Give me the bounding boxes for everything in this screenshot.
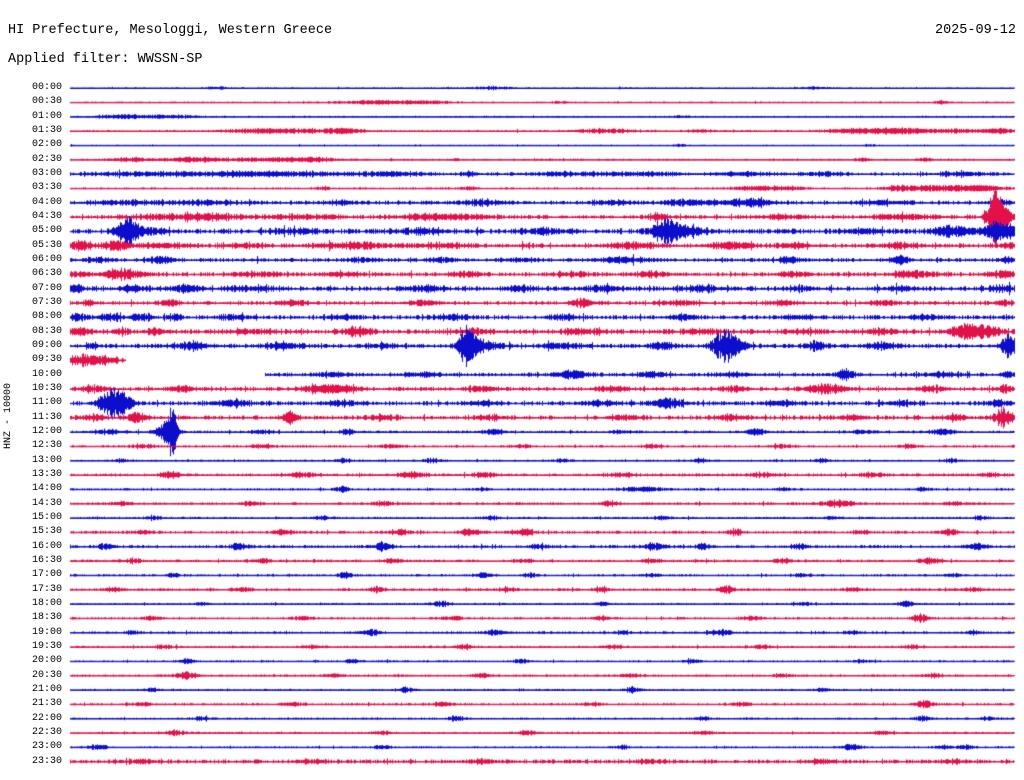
row-time-label: 14:30 — [31, 497, 62, 509]
row-time-label: 11:00 — [31, 397, 62, 409]
row-time-label: 00:00 — [31, 82, 62, 93]
row-time-label: 23:30 — [31, 755, 62, 767]
row-time-label: 16:00 — [31, 540, 62, 552]
row-time-label: 17:00 — [31, 569, 62, 581]
row-time-label: 18:30 — [31, 612, 62, 624]
row-time-label: 10:30 — [31, 382, 62, 394]
row-time-label: 22:00 — [31, 712, 62, 724]
row-time-label: 22:30 — [31, 726, 62, 738]
row-time-label: 15:00 — [31, 511, 62, 523]
row-time-label: 12:00 — [31, 425, 62, 437]
row-time-label: 20:30 — [31, 669, 62, 681]
row-time-label: 01:00 — [31, 110, 62, 122]
row-time-label: 20:00 — [31, 655, 62, 667]
row-time-label: 23:00 — [31, 741, 62, 753]
row-time-label: 16:30 — [31, 554, 62, 566]
row-time-label: 18:00 — [31, 597, 62, 609]
row-time-label: 03:30 — [31, 182, 62, 194]
row-time-label: 06:30 — [31, 268, 62, 280]
row-time-label: 21:30 — [31, 698, 62, 710]
row-time-label: 10:00 — [31, 368, 62, 380]
row-time-label: 03:00 — [31, 167, 62, 179]
row-time-label: 07:30 — [31, 296, 62, 308]
row-time-label: 05:00 — [31, 225, 62, 237]
row-time-label: 05:30 — [31, 239, 62, 251]
row-time-label: 08:00 — [31, 311, 62, 323]
row-time-label: 19:00 — [31, 626, 62, 638]
row-time-label: 02:00 — [31, 139, 62, 151]
row-time-label: 08:30 — [31, 325, 62, 337]
row-time-label: 06:00 — [31, 253, 62, 265]
row-time-label: 11:30 — [31, 411, 62, 423]
row-time-label: 09:30 — [31, 354, 62, 366]
row-time-label: 19:30 — [31, 640, 62, 652]
row-time-label: 17:30 — [31, 583, 62, 595]
row-time-label: 01:30 — [31, 124, 62, 136]
row-time-label: 04:30 — [31, 210, 62, 222]
row-time-label: 15:30 — [31, 526, 62, 538]
row-time-label: 00:30 — [31, 96, 62, 108]
row-time-label: 14:00 — [31, 483, 62, 495]
row-time-label: 09:00 — [31, 339, 62, 351]
row-time-label: 13:30 — [31, 468, 62, 480]
row-time-label: 04:00 — [31, 196, 62, 208]
row-time-label: 12:30 — [31, 440, 62, 452]
row-time-label: 21:00 — [31, 683, 62, 695]
row-time-label: 07:00 — [31, 282, 62, 294]
row-time-label: 02:30 — [31, 153, 62, 165]
row-time-label: 13:00 — [31, 454, 62, 466]
